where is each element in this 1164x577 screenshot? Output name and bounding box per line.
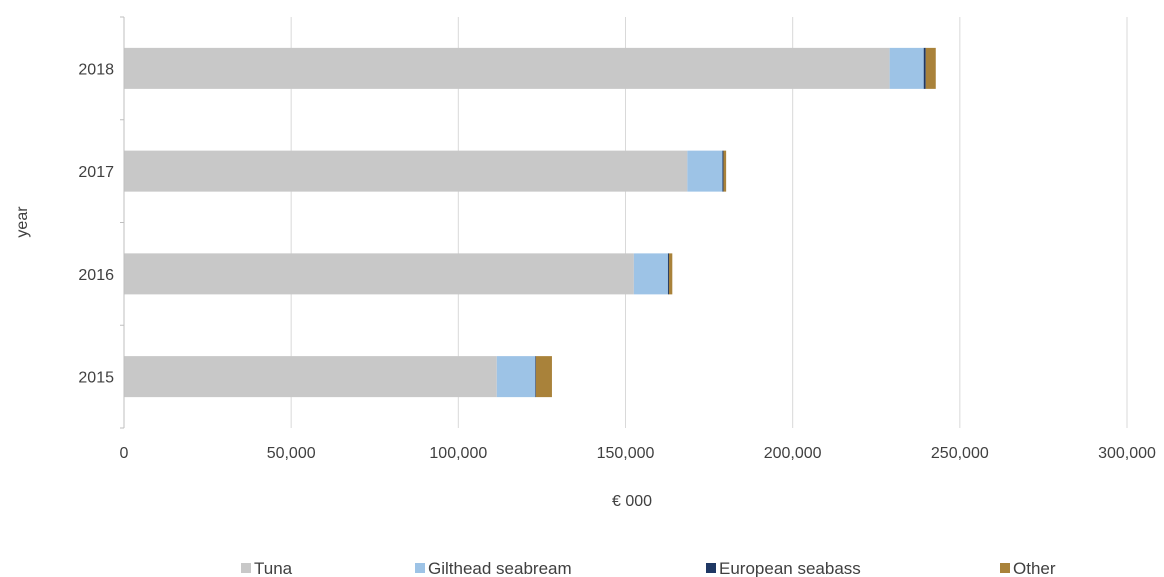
x-tick-label: 0 bbox=[120, 445, 129, 462]
x-tick-label: 250,000 bbox=[931, 445, 989, 462]
bar-segment bbox=[889, 47, 924, 89]
y-axis-title: year bbox=[14, 206, 31, 238]
bar-segment bbox=[124, 253, 634, 295]
bar-segment bbox=[633, 253, 668, 295]
y-axis: 2015 2016 2017 2018 bbox=[78, 16, 125, 429]
bar-segment bbox=[668, 253, 673, 295]
bar-segment bbox=[535, 356, 536, 398]
legend-label: Other bbox=[1013, 559, 1056, 577]
bar-segment bbox=[124, 47, 890, 89]
bar-segment bbox=[687, 150, 723, 192]
y-tick-label: 2016 bbox=[78, 267, 114, 284]
y-tick-label: 2018 bbox=[78, 61, 114, 78]
bar-segment bbox=[723, 150, 727, 192]
bar-segment bbox=[535, 356, 552, 398]
legend-swatch bbox=[706, 563, 716, 573]
bar-segment bbox=[496, 356, 536, 398]
legend-swatch bbox=[1000, 563, 1010, 573]
x-tick-label: 150,000 bbox=[597, 445, 655, 462]
bar-segment bbox=[667, 253, 669, 295]
x-tick-label: 100,000 bbox=[429, 445, 487, 462]
legend-swatch bbox=[241, 563, 251, 573]
bar-segment bbox=[124, 150, 688, 192]
bar-segment bbox=[923, 47, 926, 89]
x-tick-label: 300,000 bbox=[1098, 445, 1156, 462]
legend: Tuna Gilthead seabream European seabass Oth… bbox=[241, 559, 1056, 577]
legend-swatch bbox=[415, 563, 425, 573]
legend-label: Gilthead seabream bbox=[428, 559, 572, 577]
legend-label: Tuna bbox=[254, 559, 293, 577]
y-tick-label: 2017 bbox=[78, 164, 114, 181]
bar-segment bbox=[722, 150, 724, 192]
y-tick-label: 2015 bbox=[78, 370, 114, 387]
x-axis-title: € 000 bbox=[612, 493, 652, 510]
bars bbox=[124, 47, 936, 398]
bar-segment bbox=[925, 47, 936, 89]
bar-segment bbox=[124, 356, 497, 398]
legend-label: European seabass bbox=[719, 559, 861, 577]
x-tick-label: 50,000 bbox=[267, 445, 316, 462]
x-axis: 0 50,000 100,000 150,000 200,000 250,000 300,0… bbox=[120, 445, 1156, 462]
x-tick-label: 200,000 bbox=[764, 445, 822, 462]
